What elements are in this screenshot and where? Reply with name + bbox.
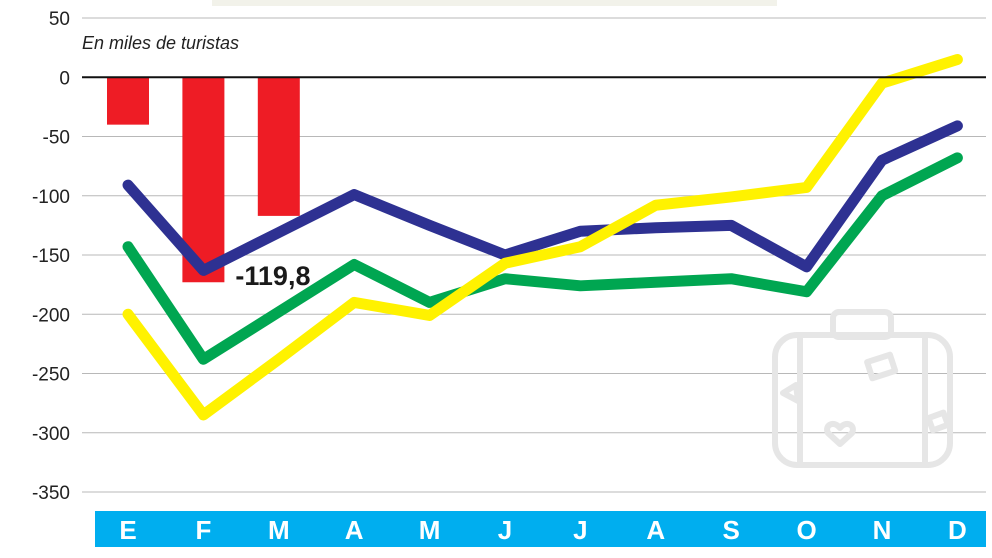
month-label: E bbox=[119, 515, 136, 545]
suitcase-icon bbox=[772, 309, 953, 468]
y-tick-label: -100 bbox=[32, 187, 70, 208]
series-lines bbox=[122, 53, 963, 421]
month-label: J bbox=[573, 515, 587, 545]
month-label: M bbox=[268, 515, 290, 545]
y-tick-label: -300 bbox=[32, 424, 70, 445]
bar bbox=[107, 77, 149, 125]
y-tick-label: -200 bbox=[32, 305, 70, 326]
month-label: F bbox=[195, 515, 211, 545]
unit-label: En miles de turistas bbox=[82, 33, 239, 53]
series-line bbox=[122, 120, 963, 276]
top-header-strip bbox=[212, 0, 777, 6]
month-label: S bbox=[723, 515, 740, 545]
y-tick-label: -50 bbox=[43, 128, 70, 149]
series-line bbox=[122, 53, 963, 421]
month-label: M bbox=[419, 515, 441, 545]
annotations: -119,8 bbox=[235, 261, 310, 291]
data-label: -119,8 bbox=[235, 261, 310, 291]
y-axis-ticks: 50 0 -50 -100 -150 -200 -250 -300 -350 bbox=[32, 9, 70, 504]
month-label: J bbox=[498, 515, 512, 545]
month-label: A bbox=[345, 515, 364, 545]
series-line bbox=[122, 152, 963, 365]
y-tick-label: 50 bbox=[49, 9, 70, 30]
bars bbox=[107, 77, 300, 283]
y-tick-label: -350 bbox=[32, 483, 70, 504]
y-tick-label: 0 bbox=[59, 68, 70, 89]
bar bbox=[257, 77, 300, 216]
month-label: D bbox=[948, 515, 967, 545]
month-bar bbox=[95, 511, 986, 547]
y-tick-label: -150 bbox=[32, 246, 70, 267]
month-label: N bbox=[873, 515, 892, 545]
month-label: O bbox=[796, 515, 816, 545]
month-label: A bbox=[646, 515, 665, 545]
y-tick-label: -250 bbox=[32, 365, 70, 386]
